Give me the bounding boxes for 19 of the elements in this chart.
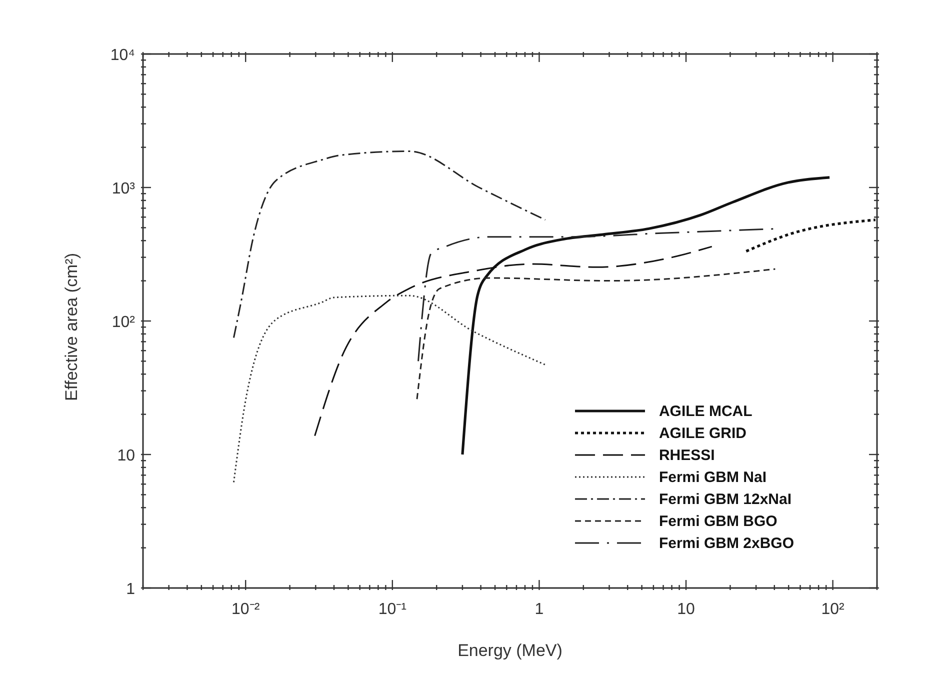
legend-label: Fermi GBM BGO	[658, 512, 778, 530]
legend-label: Fermi GBM NaI	[658, 468, 766, 486]
x-tick-label: 10⁻²	[232, 601, 260, 618]
x-axis-title: Energy (MeV)	[458, 641, 562, 660]
legend-label: AGILE MCAL	[658, 402, 752, 420]
y-axis-title: Effective area (cm²)	[62, 252, 82, 401]
y-tick-label: 10⁴	[110, 47, 136, 64]
x-tick-label: 10²	[821, 601, 846, 618]
legend-label: RHESSI	[658, 446, 715, 464]
x-tick-label: 10	[677, 601, 696, 618]
y-tick-label: 10²	[112, 314, 136, 331]
y-tick-label: 10³	[112, 180, 136, 198]
y-tick-label: 1	[126, 581, 136, 598]
x-tick-label: 1	[534, 601, 544, 618]
x-tick-label: 10⁻¹	[378, 601, 406, 618]
legend-label: Fermi GBM 12xNaI	[658, 490, 792, 508]
legend-label: Fermi GBM 2xBGO	[658, 534, 794, 552]
legend-label: AGILE GRID	[658, 424, 746, 442]
y-tick-label: 10	[117, 448, 136, 464]
